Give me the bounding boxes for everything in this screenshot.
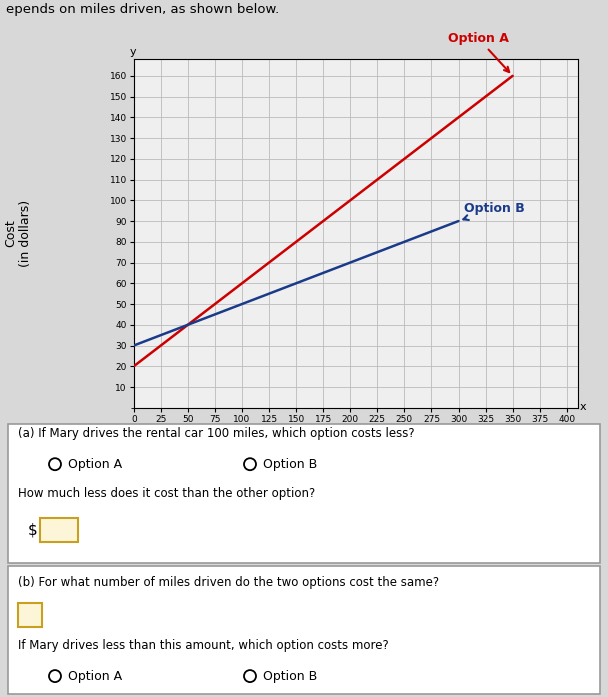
Text: Option A: Option A	[68, 458, 122, 470]
Bar	[18, 603, 42, 627]
Text: epends on miles driven, as shown below.: epends on miles driven, as shown below.	[6, 3, 279, 17]
Text: How much less does it cost than the other option?: How much less does it cost than the othe…	[18, 487, 316, 500]
Text: (a) If Mary drives the rental car 100 miles, which option costs less?: (a) If Mary drives the rental car 100 mi…	[18, 427, 415, 440]
Text: $: $	[28, 522, 38, 537]
Text: x: x	[580, 401, 586, 412]
Text: y: y	[130, 47, 137, 57]
Text: Option B: Option B	[263, 670, 317, 682]
Bar	[8, 566, 600, 694]
Text: Option B: Option B	[463, 202, 525, 220]
Text: If Mary drives less than this amount, which option costs more?: If Mary drives less than this amount, wh…	[18, 639, 389, 652]
Bar	[8, 424, 600, 563]
Bar	[40, 518, 78, 542]
X-axis label: Miles driven: Miles driven	[318, 429, 393, 442]
Text: Option A: Option A	[68, 670, 122, 682]
Text: Cost
(in dollars): Cost (in dollars)	[4, 200, 32, 267]
Text: Option B: Option B	[263, 458, 317, 470]
Text: (b) For what number of miles driven do the two options cost the same?: (b) For what number of miles driven do t…	[18, 576, 439, 589]
Text: Option A: Option A	[447, 32, 509, 72]
